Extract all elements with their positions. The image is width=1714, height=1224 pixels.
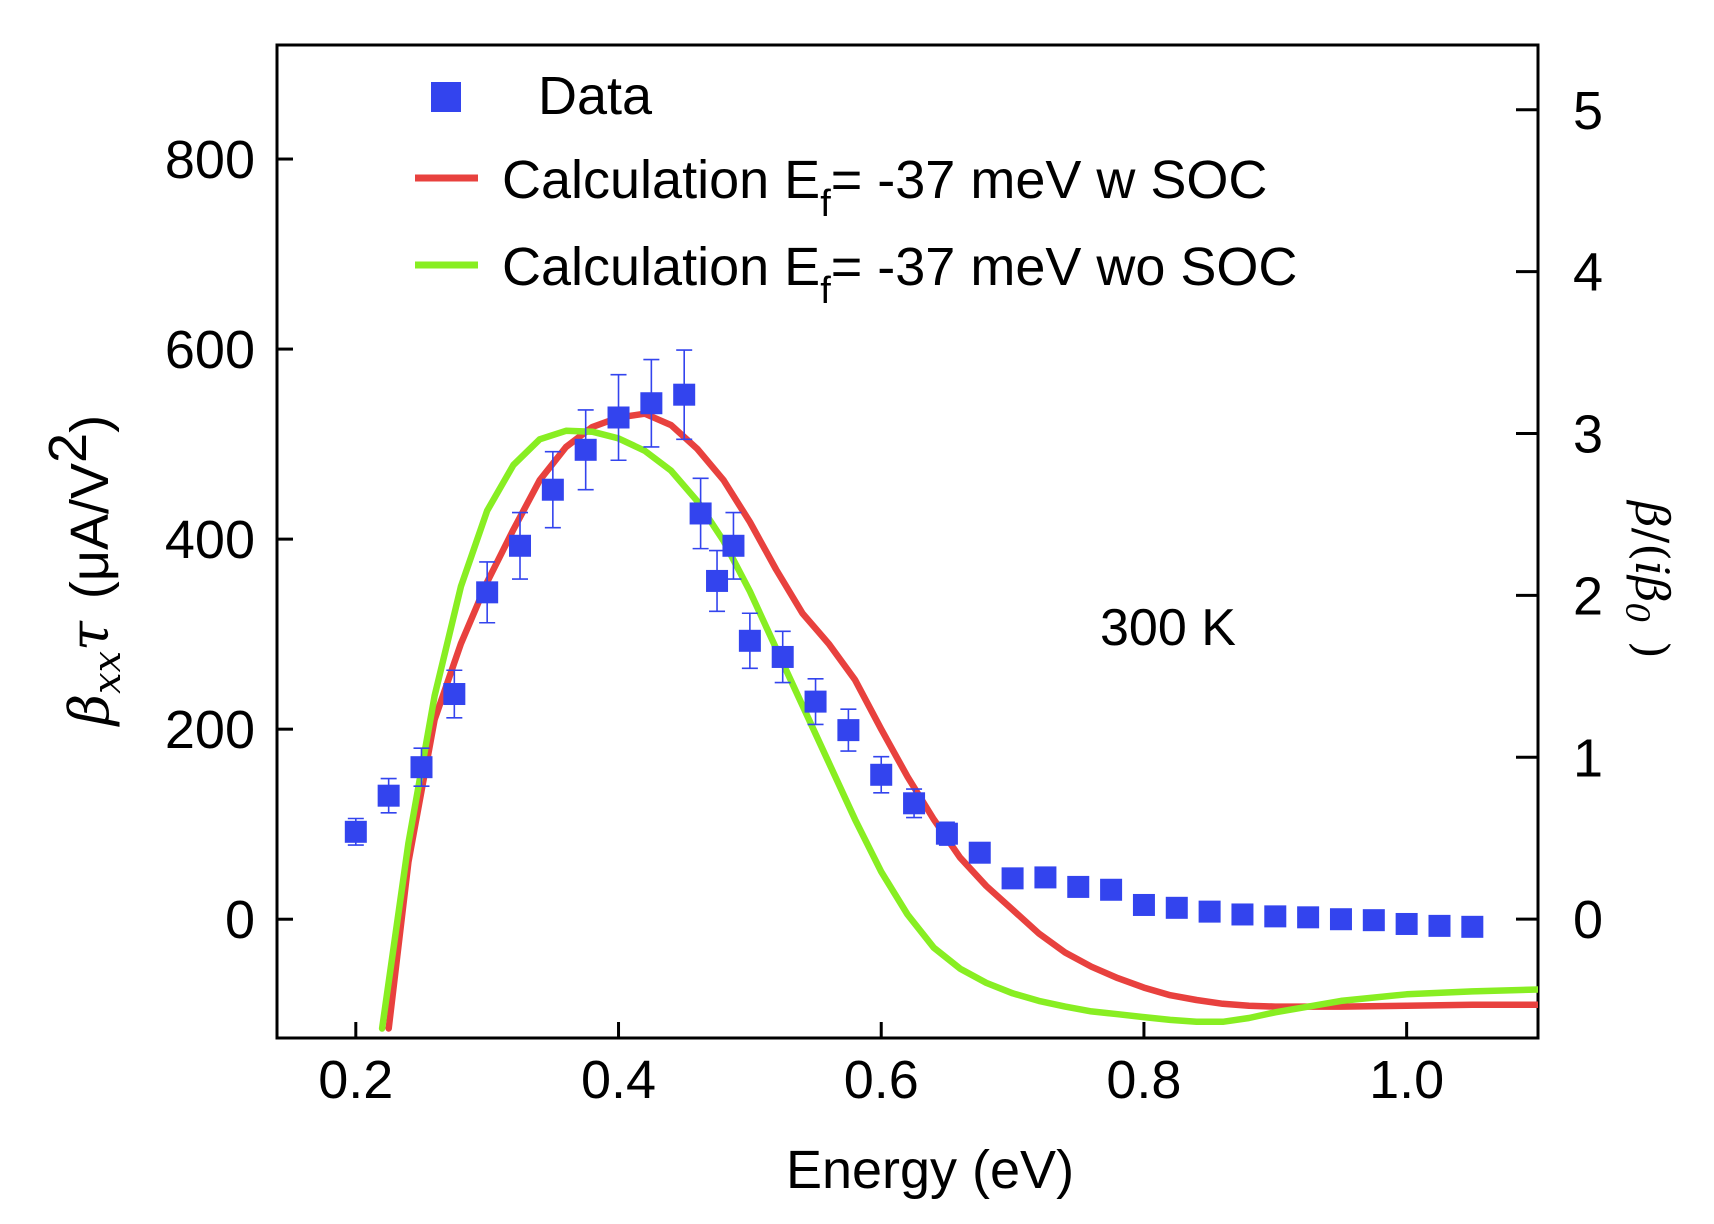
data-point [443, 683, 466, 706]
plot-frame [275, 43, 1540, 1040]
data-point [377, 784, 400, 807]
data-point [706, 569, 729, 592]
y2-tick-label: 5 [1573, 81, 1603, 141]
data-point [1428, 914, 1451, 937]
legend-label-data: Data [538, 66, 653, 126]
x-tick-label: 0.2 [318, 1050, 393, 1110]
y-axis-title-tau: τ [58, 620, 121, 651]
svg-text:β/(iβ0): β/(iβ0) [1618, 499, 1679, 659]
y2-axis-title: β/(iβ0) [1618, 499, 1679, 659]
data-point [968, 841, 991, 864]
legend: Data Calculation Ef= -37 meV w SOC Calcu… [415, 66, 1297, 312]
data-point [689, 502, 712, 525]
x-tick-label: 1.0 [1369, 1050, 1444, 1110]
data-point [804, 690, 827, 713]
data-point [1461, 915, 1484, 938]
legend-marker-data [431, 82, 461, 112]
data-point [1264, 905, 1287, 928]
legend-label-nosoc: Calculation Ef= -37 meV wo SOC [502, 237, 1297, 312]
y-tick-label: 200 [165, 700, 255, 760]
data-point [1198, 900, 1221, 923]
y2-axis-title-slash: /( [1625, 528, 1679, 561]
data-point [607, 406, 630, 429]
y-axis-title-symbol: β [58, 694, 121, 727]
x-axis-title: Energy (eV) [786, 1140, 1074, 1200]
y2-tick-label: 1 [1573, 728, 1603, 788]
data-point [870, 763, 893, 786]
series-layer [344, 349, 1538, 1032]
data-point [1132, 893, 1155, 916]
x-axis: 0.2 0.4 0.6 0.8 1.0 [318, 1022, 1444, 1110]
y2-tick-label: 0 [1573, 890, 1603, 950]
y2-axis: 0 1 2 3 4 5 [1516, 81, 1603, 950]
data-point [1297, 906, 1320, 929]
temperature-annotation: 300 K [1100, 599, 1236, 657]
y2-axis-title-close: ) [1625, 641, 1679, 659]
data-point [1034, 866, 1057, 889]
data-point [1231, 903, 1254, 926]
x-tick-label: 0.6 [844, 1050, 919, 1110]
data-point [344, 820, 367, 843]
y2-axis-title-i: i [1625, 561, 1679, 576]
data-point [1067, 875, 1090, 898]
y-axis-title-sub: xx [85, 651, 129, 694]
data-point [410, 756, 433, 779]
data-point [509, 534, 532, 557]
data-point [640, 392, 663, 415]
data-point [1165, 896, 1188, 919]
legend-label-soc: Calculation Ef= -37 meV w SOC [502, 150, 1267, 225]
data-point [673, 383, 696, 406]
series-line-1 [385, 410, 1538, 1032]
data-point [771, 645, 794, 668]
data-point [541, 478, 564, 501]
y2-tick-label: 2 [1573, 566, 1603, 626]
y-axis-title-close: ) [60, 415, 120, 433]
y2-axis-title-sub: 0 [1618, 603, 1656, 623]
y-axis-title-sup: 2 [38, 433, 98, 463]
series-line-2 [378, 427, 1538, 1032]
data-point [738, 629, 761, 652]
data-point [1395, 912, 1418, 935]
data-point [722, 534, 745, 557]
y2-tick-label: 3 [1573, 405, 1603, 465]
data-point [1329, 908, 1352, 931]
y2-axis-title-beta0: β [1625, 574, 1679, 603]
data-point [837, 719, 860, 742]
y-tick-label: 400 [165, 510, 255, 570]
y2-axis-title-beta: β [1625, 499, 1679, 528]
data-point [903, 792, 926, 815]
data-point [1001, 867, 1024, 890]
data-point [574, 438, 597, 461]
data-point [935, 822, 958, 845]
y-tick-label: 800 [165, 130, 255, 190]
y-axis-title-unit: (μA/V [60, 463, 120, 599]
data-point [1100, 878, 1123, 901]
y-axis-title: βxxτ (μA/V2) [38, 415, 129, 727]
svg-text:βxxτ(μA/V2): βxxτ (μA/V2) [38, 415, 129, 727]
x-tick-label: 0.4 [581, 1050, 656, 1110]
x-tick-label: 0.8 [1106, 1050, 1181, 1110]
data-point [476, 581, 499, 604]
data-point [1362, 909, 1385, 932]
y-axis: 0 200 400 600 800 [165, 130, 293, 950]
y2-tick-label: 4 [1573, 243, 1603, 303]
y-tick-label: 0 [225, 890, 255, 950]
y-tick-label: 600 [165, 320, 255, 380]
